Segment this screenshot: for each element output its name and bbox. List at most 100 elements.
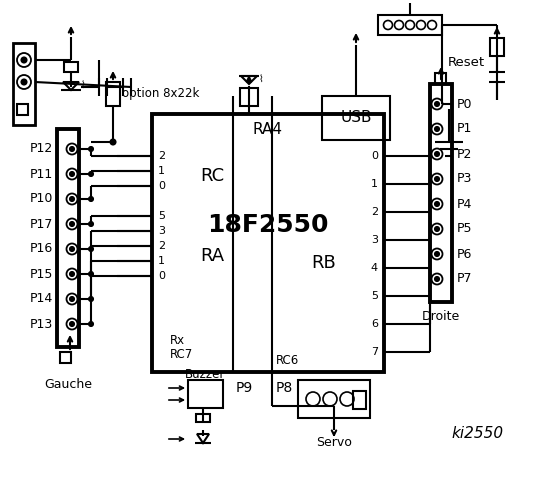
Text: P4: P4: [457, 197, 472, 211]
Circle shape: [431, 98, 442, 109]
Circle shape: [435, 227, 439, 231]
Text: P14: P14: [30, 292, 53, 305]
Circle shape: [89, 297, 93, 301]
Text: 5: 5: [158, 211, 165, 221]
Text: option 8x22k: option 8x22k: [122, 87, 200, 100]
Circle shape: [89, 222, 93, 226]
Text: RA: RA: [200, 247, 224, 265]
Circle shape: [435, 102, 439, 106]
Text: P8: P8: [275, 381, 293, 395]
Circle shape: [89, 247, 93, 251]
Circle shape: [89, 322, 93, 326]
Bar: [188, 380, 223, 408]
Circle shape: [66, 168, 77, 180]
Circle shape: [70, 172, 74, 176]
Text: RA4: RA4: [253, 122, 283, 137]
Bar: [17, 104, 28, 115]
Text: 2: 2: [158, 241, 165, 251]
Text: RC7: RC7: [170, 348, 193, 360]
Text: 1: 1: [158, 166, 165, 176]
Bar: [322, 96, 390, 140]
Circle shape: [66, 293, 77, 304]
Bar: [106, 82, 120, 106]
Circle shape: [70, 147, 74, 151]
Text: P5: P5: [457, 223, 472, 236]
Text: 2: 2: [158, 151, 165, 161]
Circle shape: [431, 173, 442, 184]
Text: Reset: Reset: [448, 56, 485, 69]
Circle shape: [66, 193, 77, 204]
Circle shape: [22, 58, 27, 62]
Circle shape: [306, 392, 320, 406]
Circle shape: [70, 197, 74, 201]
Text: 1: 1: [158, 256, 165, 266]
Text: 7: 7: [371, 347, 378, 357]
Bar: [353, 391, 366, 409]
Circle shape: [70, 222, 74, 226]
Circle shape: [70, 272, 74, 276]
Bar: [57, 129, 79, 347]
Text: P11: P11: [30, 168, 53, 180]
Text: P2: P2: [457, 147, 472, 160]
Text: P10: P10: [30, 192, 53, 205]
Text: 6: 6: [371, 319, 378, 329]
Circle shape: [431, 199, 442, 209]
Text: 2: 2: [371, 207, 378, 217]
Circle shape: [17, 75, 31, 89]
Text: USB: USB: [340, 110, 372, 125]
Bar: [60, 352, 71, 363]
Text: ⌇: ⌇: [80, 81, 85, 91]
Circle shape: [66, 144, 77, 155]
Text: P6: P6: [457, 248, 472, 261]
Text: 0: 0: [371, 151, 378, 161]
Text: 1: 1: [371, 179, 378, 189]
Circle shape: [70, 322, 74, 326]
Bar: [490, 38, 504, 56]
Circle shape: [431, 224, 442, 235]
Text: 3: 3: [158, 226, 165, 236]
Circle shape: [405, 21, 415, 29]
Circle shape: [66, 243, 77, 254]
Text: Buzzer: Buzzer: [185, 368, 226, 381]
Circle shape: [431, 274, 442, 285]
Text: RC6: RC6: [276, 353, 299, 367]
Bar: [430, 84, 452, 302]
Circle shape: [89, 147, 93, 151]
Text: 0: 0: [158, 181, 165, 191]
Circle shape: [17, 53, 31, 67]
Circle shape: [435, 127, 439, 131]
Circle shape: [70, 247, 74, 251]
Text: P13: P13: [30, 317, 53, 331]
Circle shape: [416, 21, 425, 29]
Bar: [378, 15, 442, 35]
Text: P1: P1: [457, 122, 472, 135]
Circle shape: [66, 218, 77, 229]
Bar: [64, 62, 78, 72]
Circle shape: [89, 272, 93, 276]
Circle shape: [22, 80, 27, 84]
Circle shape: [66, 268, 77, 279]
Circle shape: [89, 172, 93, 176]
Text: P12: P12: [30, 143, 53, 156]
Text: 0: 0: [158, 271, 165, 281]
Circle shape: [427, 21, 436, 29]
Circle shape: [435, 152, 439, 156]
Circle shape: [435, 177, 439, 181]
Circle shape: [431, 249, 442, 260]
Bar: [152, 114, 384, 372]
Bar: [298, 380, 370, 418]
Text: P7: P7: [457, 273, 472, 286]
Text: P9: P9: [236, 381, 253, 395]
Text: RC: RC: [200, 167, 224, 185]
Text: P16: P16: [30, 242, 53, 255]
Bar: [13, 43, 35, 125]
Text: Gauche: Gauche: [44, 379, 92, 392]
Text: 4: 4: [371, 263, 378, 273]
Circle shape: [383, 21, 393, 29]
Circle shape: [431, 123, 442, 134]
Text: RB: RB: [311, 254, 336, 272]
Text: 3: 3: [371, 235, 378, 245]
Text: ⌇: ⌇: [258, 75, 263, 85]
Circle shape: [435, 277, 439, 281]
Circle shape: [323, 392, 337, 406]
